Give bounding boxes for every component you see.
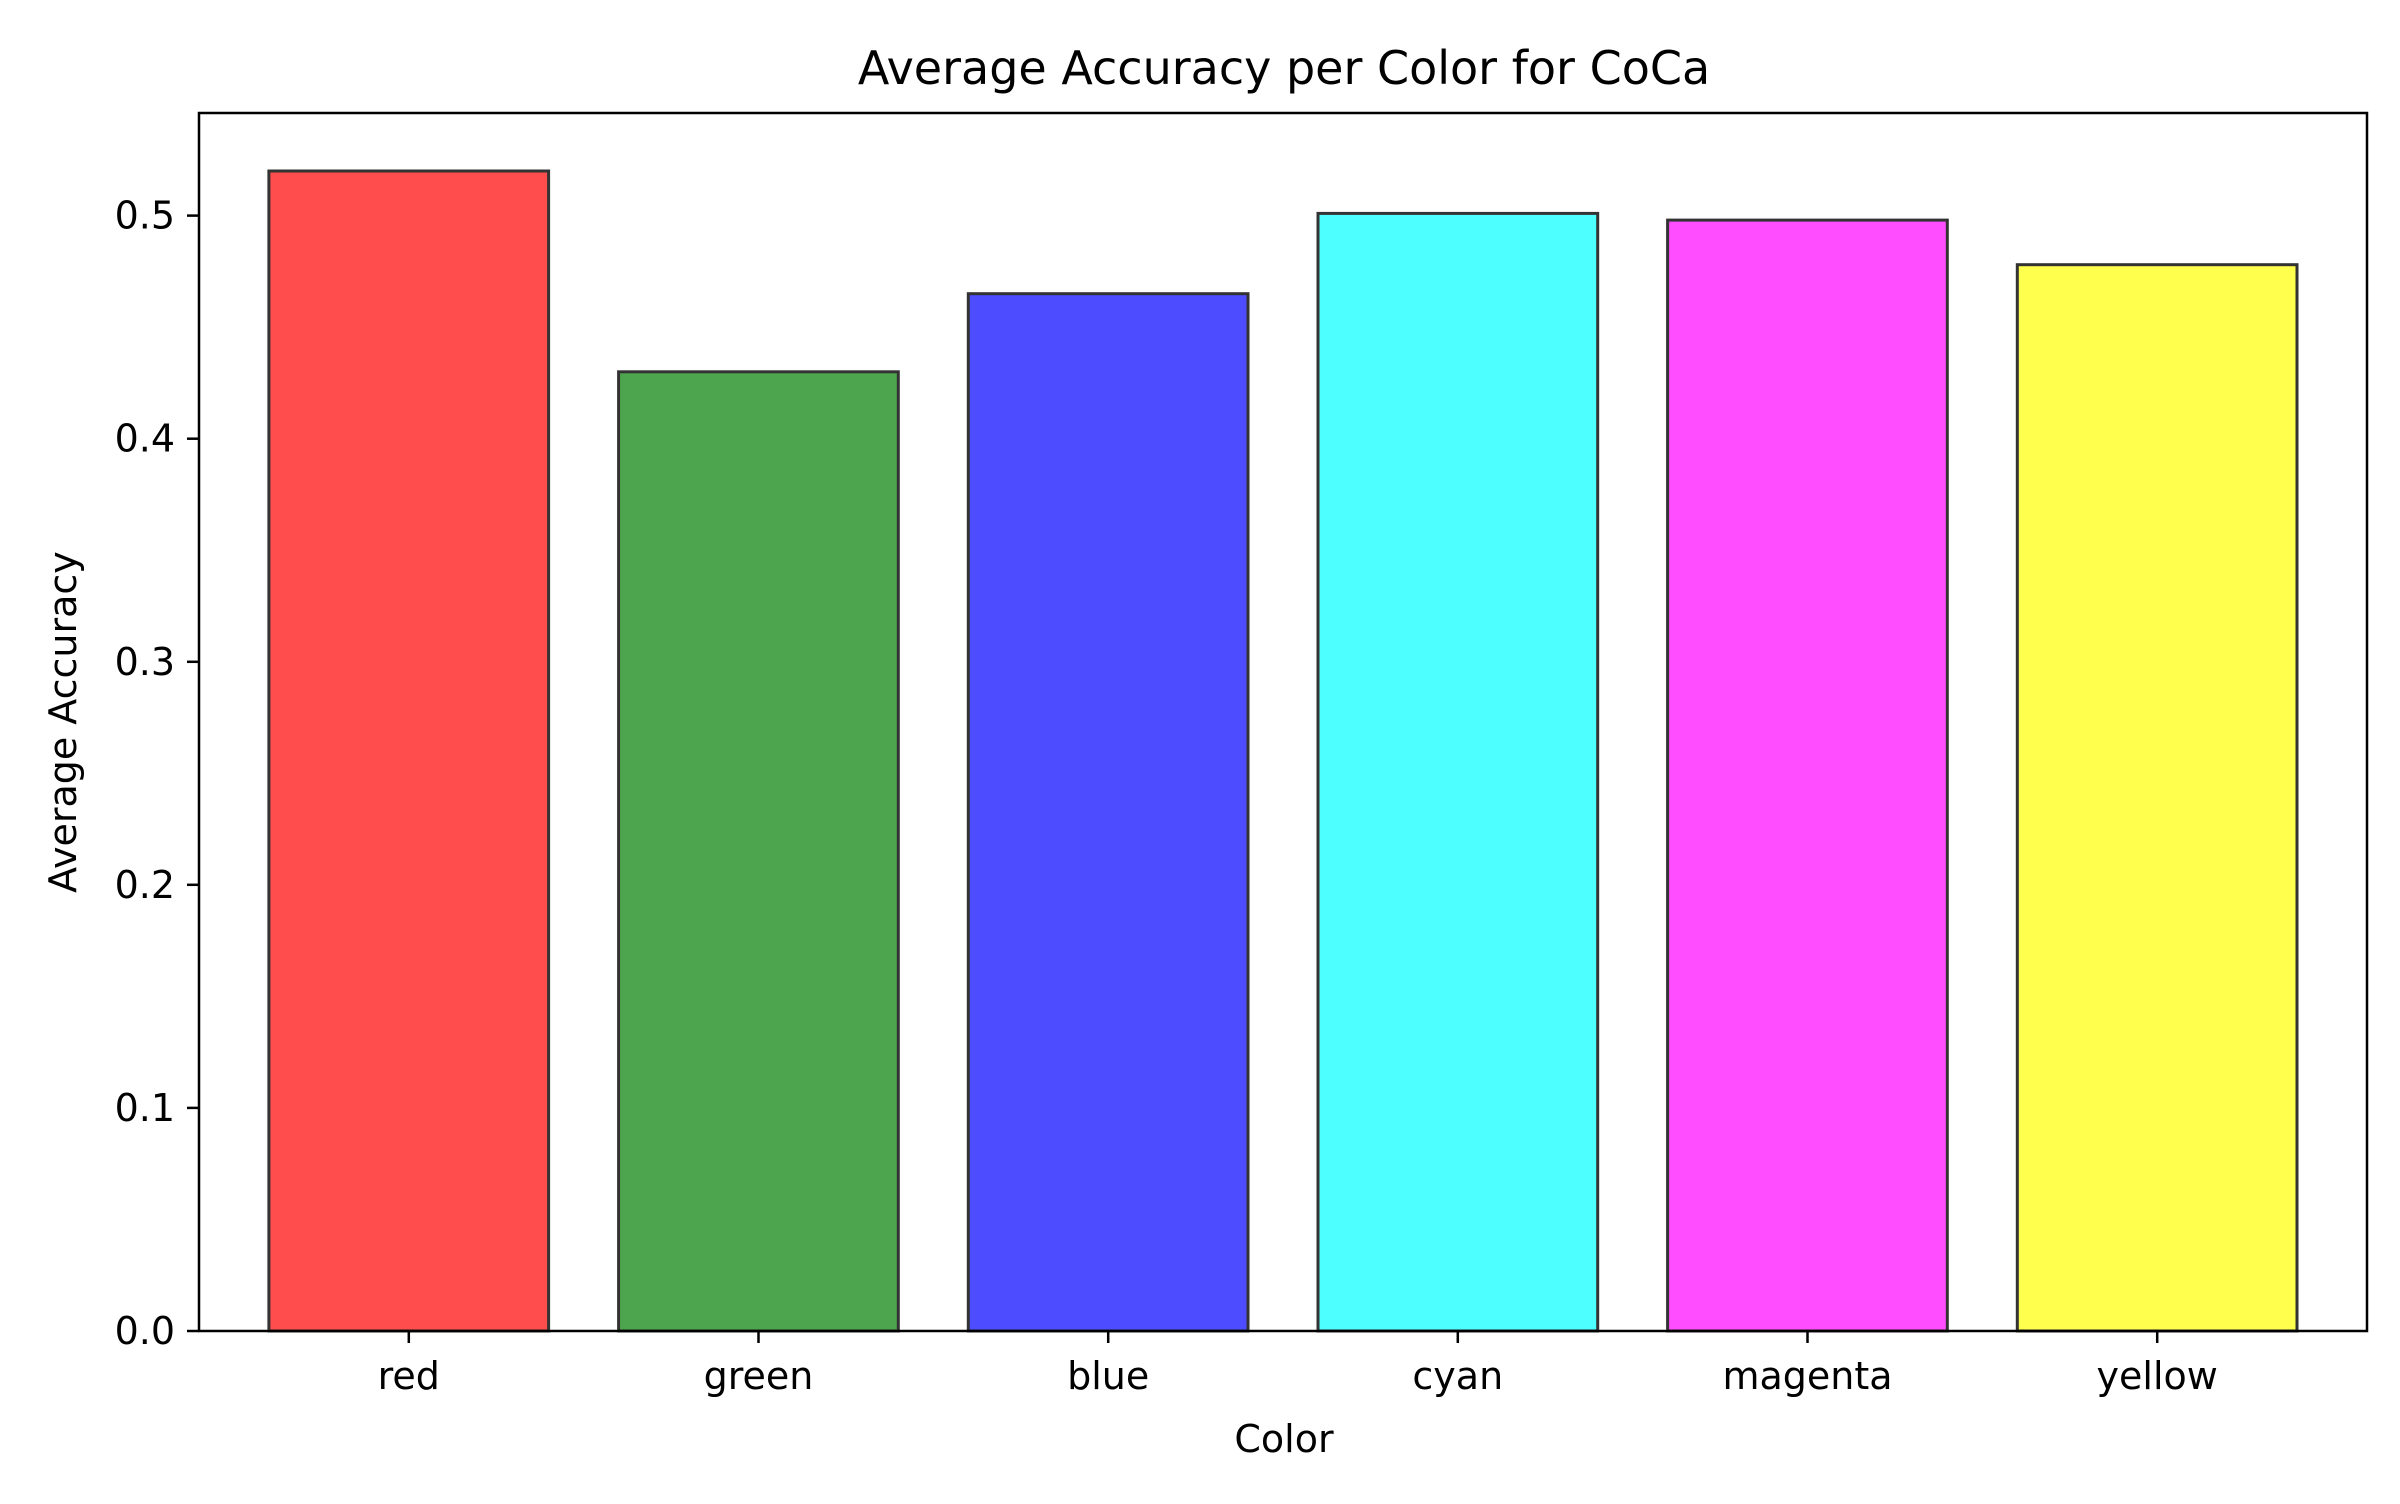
plot-frame [197,111,2369,1333]
y-axis-ticks: 0.0 0.1 0.2 0.3 0.4 0.5 [115,194,199,1353]
y-tick-label: 0.3 [115,640,175,684]
x-tick-label-cyan: cyan [1412,1354,1503,1398]
bars-group [267,169,2299,1333]
x-axis-ticks: red green blue cyan magenta yellow [378,1331,2218,1398]
x-tick-label-green: green [704,1354,814,1398]
y-tick-label: 0.1 [115,1086,175,1130]
x-tick-label-yellow: yellow [2097,1354,2218,1398]
y-tick-label: 0.4 [115,417,175,461]
x-tick-label-red: red [378,1354,440,1398]
x-tick-label-magenta: magenta [1722,1354,1892,1398]
bar-magenta [1666,218,1949,1333]
y-tick-label: 0.2 [115,863,175,907]
y-axis-label: Average Accuracy [41,551,85,893]
bar-cyan [1316,211,1600,1333]
chart-title: Average Accuracy per Color for CoCa [858,41,1710,95]
y-tick-label: 0.0 [115,1309,175,1353]
y-tick-label: 0.5 [115,194,175,238]
x-axis-label: Color [1234,1417,1334,1461]
x-tick-label-blue: blue [1067,1354,1149,1398]
bar-green [617,370,900,1333]
bar-red [267,169,551,1333]
bar-blue [966,292,1250,1333]
bar-yellow [2015,263,2299,1333]
